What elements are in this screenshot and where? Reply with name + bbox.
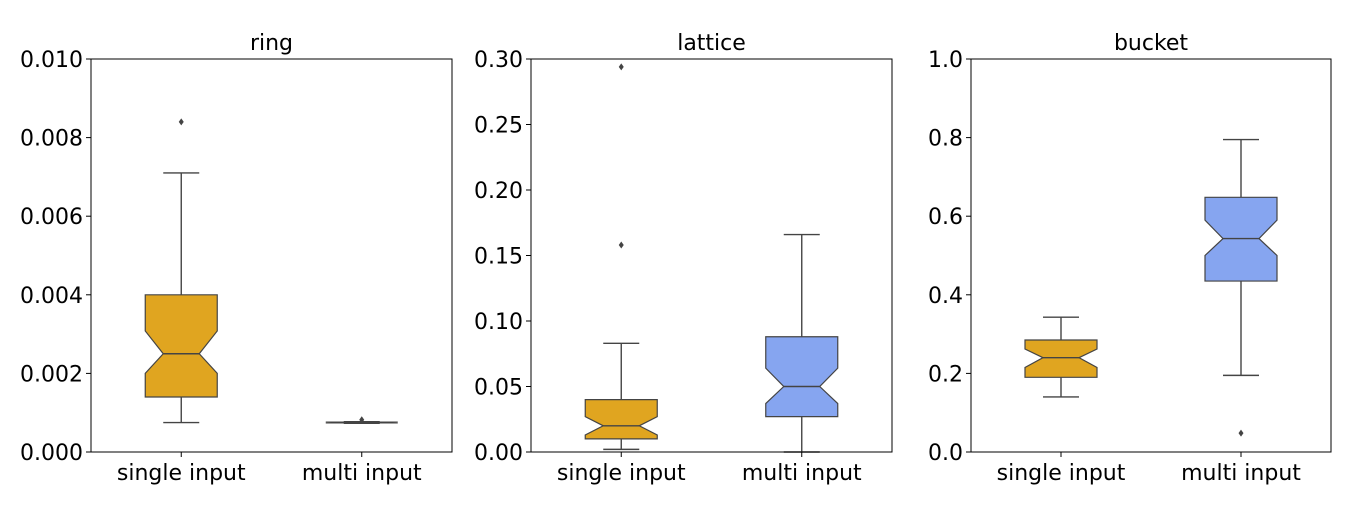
panel-title: ring [250, 31, 293, 56]
box-multi-input [765, 233, 839, 453]
y-tick-label: 0.15 [474, 245, 523, 270]
y-tick-label: 1.0 [928, 48, 963, 73]
box-single-input [1024, 316, 1098, 398]
box-multi-input [1204, 138, 1278, 437]
y-tick-label: 0.30 [474, 48, 523, 73]
outlier-point [618, 63, 624, 71]
box-single-input [584, 63, 658, 451]
y-tick-label: 0.002 [20, 362, 83, 387]
x-category-label: multi input [1181, 461, 1301, 486]
box-single-input [144, 118, 218, 424]
notched-box [144, 294, 218, 398]
y-tick-label: 0.000 [20, 441, 83, 466]
notched-box [765, 336, 839, 418]
y-tick-label: 0.00 [474, 441, 523, 466]
x-category-label: single input [557, 461, 686, 486]
panel-title: bucket [1114, 31, 1188, 56]
x-category-label: multi input [302, 461, 422, 486]
x-category-label: multi input [742, 461, 862, 486]
outlier-point [359, 416, 365, 424]
outlier-point [178, 118, 184, 126]
y-tick-label: 0.008 [20, 127, 83, 152]
panel-lattice: lattice 0.00 0.05 0.10 0.15 0.20 0.25 0.30 singl… [474, 31, 893, 486]
y-tick-label: 0.010 [20, 48, 83, 73]
x-category-label: single input [117, 461, 246, 486]
y-tick-label: 0.20 [474, 179, 523, 204]
plot-frame [530, 58, 893, 453]
y-tick-label: 0.4 [928, 284, 963, 309]
y-tick-label: 0.05 [474, 376, 523, 401]
y-tick-label: 0.8 [928, 127, 963, 152]
box-multi-input [325, 416, 398, 425]
y-tick-label: 0.25 [474, 114, 523, 139]
y-tick-label: 0.10 [474, 310, 523, 335]
outlier-point [618, 241, 624, 249]
plot-frame [90, 58, 453, 453]
y-tick-label: 0.2 [928, 362, 963, 387]
panel-ring: ring 0.000 0.002 0.004 0.006 0.008 0.010 single… [20, 31, 453, 486]
plot-frame [970, 58, 1332, 453]
panel-title: lattice [677, 31, 746, 56]
y-tick-label: 0.6 [928, 205, 963, 230]
y-tick-label: 0.0 [928, 441, 963, 466]
y-tick-label: 0.006 [20, 205, 83, 230]
panel-bucket: bucket 0.0 0.2 0.4 0.6 0.8 1.0 single input mult… [928, 31, 1332, 486]
notched-box [1024, 339, 1098, 378]
notched-box [584, 399, 658, 440]
y-tick-label: 0.004 [20, 284, 83, 309]
outlier-point [1238, 429, 1244, 437]
x-category-label: single input [997, 461, 1126, 486]
